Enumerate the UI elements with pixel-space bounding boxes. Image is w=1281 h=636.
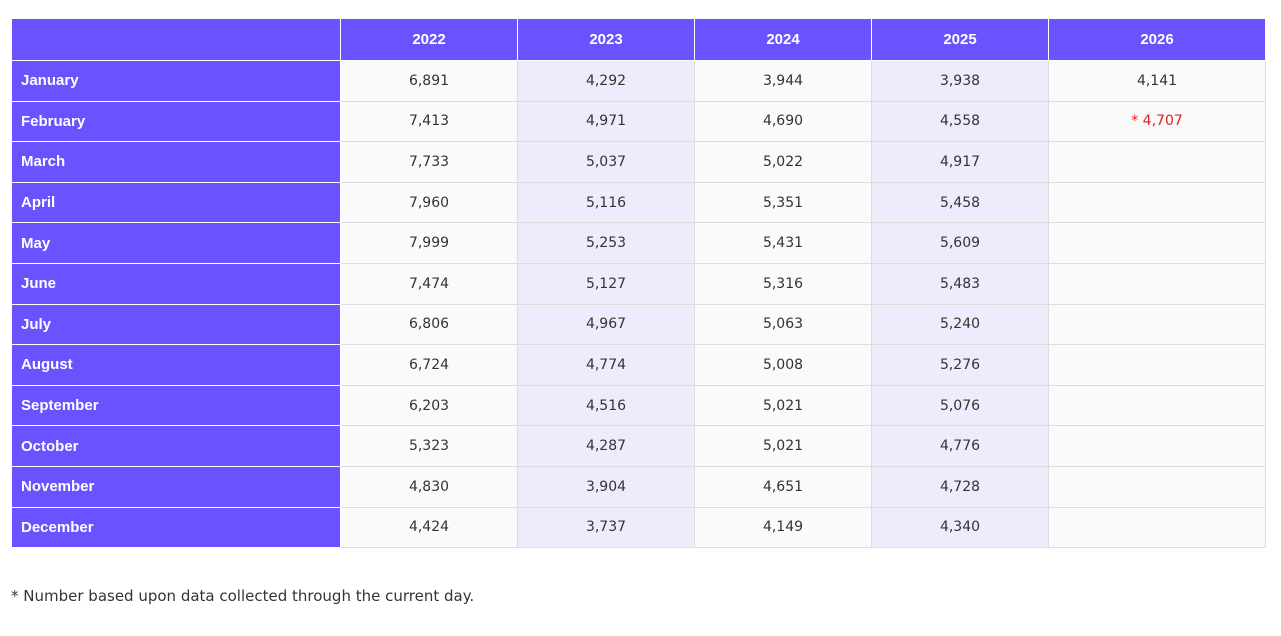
cell: 4,292: [517, 60, 695, 102]
table-row: May 7,999 5,253 5,431 5,609: [11, 222, 1266, 264]
row-label: December: [11, 506, 341, 549]
cell: 4,776: [871, 425, 1049, 467]
cell: [1048, 141, 1266, 183]
cell: 6,806: [340, 303, 518, 346]
cell: 6,203: [340, 384, 518, 427]
row-label: May: [11, 222, 341, 264]
cell: 5,076: [871, 384, 1049, 427]
data-table: 2022 2023 2024 2025 2026 January 6,891 4,292 3,…: [11, 18, 1266, 549]
cell: 4,558: [871, 100, 1049, 143]
cell: 5,021: [694, 384, 872, 427]
column-header: 2022: [340, 18, 518, 61]
table-row: November 4,830 3,904 4,651 4,728: [11, 465, 1266, 508]
cell: [1048, 506, 1266, 549]
cell: 4,690: [694, 100, 872, 143]
table-row: April 7,960 5,116 5,351 5,458: [11, 181, 1266, 224]
table-row: June 7,474 5,127 5,316 5,483: [11, 262, 1266, 305]
cell: [1048, 425, 1266, 467]
row-label: June: [11, 262, 341, 305]
cell: 5,037: [517, 141, 695, 183]
cell: 4,340: [871, 506, 1049, 549]
cell: 5,116: [517, 181, 695, 224]
table-row: October 5,323 4,287 5,021 4,776: [11, 425, 1266, 467]
cell: 5,022: [694, 141, 872, 183]
cell: 4,774: [517, 344, 695, 386]
cell: 3,904: [517, 465, 695, 508]
table-row: July 6,806 4,967 5,063 5,240: [11, 303, 1266, 346]
column-header: 2026: [1048, 18, 1266, 61]
cell: 5,609: [871, 222, 1049, 264]
cell: [1048, 344, 1266, 386]
cell: 5,253: [517, 222, 695, 264]
cell: 5,431: [694, 222, 872, 264]
table-row: December 4,424 3,737 4,149 4,340: [11, 506, 1266, 549]
header-row: 2022 2023 2024 2025 2026: [11, 18, 1266, 61]
cell: 3,938: [871, 60, 1049, 102]
cell: 5,063: [694, 303, 872, 346]
table-body: January 6,891 4,292 3,944 3,938 4,141 February…: [11, 60, 1266, 549]
cell: [1048, 181, 1266, 224]
cell: 6,891: [340, 60, 518, 102]
column-header: 2024: [694, 18, 872, 61]
row-label: April: [11, 181, 341, 224]
row-label: July: [11, 303, 341, 346]
cell: 5,458: [871, 181, 1049, 224]
cell: 5,351: [694, 181, 872, 224]
cell: 7,474: [340, 262, 518, 305]
cell: 6,724: [340, 344, 518, 386]
cell: 3,944: [694, 60, 872, 102]
column-header: 2025: [871, 18, 1049, 61]
row-label: January: [11, 60, 341, 102]
table-row: January 6,891 4,292 3,944 3,938 4,141: [11, 60, 1266, 102]
table-row: February 7,413 4,971 4,690 4,558 * 4,707: [11, 100, 1266, 143]
cell: 7,999: [340, 222, 518, 264]
cell: * 4,707: [1048, 100, 1266, 143]
cell: 4,971: [517, 100, 695, 143]
footnote: * Number based upon data collected throu…: [11, 587, 475, 605]
cell: 4,967: [517, 303, 695, 346]
cell: [1048, 465, 1266, 508]
cell: 4,287: [517, 425, 695, 467]
cell: 4,141: [1048, 60, 1266, 102]
table-row: August 6,724 4,774 5,008 5,276: [11, 344, 1266, 386]
cell: 7,960: [340, 181, 518, 224]
row-label: October: [11, 425, 341, 467]
cell: 4,516: [517, 384, 695, 427]
row-label: August: [11, 344, 341, 386]
cell: 5,240: [871, 303, 1049, 346]
cell: 5,483: [871, 262, 1049, 305]
cell: 5,316: [694, 262, 872, 305]
cell: [1048, 262, 1266, 305]
cell: 7,733: [340, 141, 518, 183]
row-label: September: [11, 384, 341, 427]
cell: [1048, 222, 1266, 264]
cell: 3,737: [517, 506, 695, 549]
cell: 5,276: [871, 344, 1049, 386]
table-row: March 7,733 5,037 5,022 4,917: [11, 141, 1266, 183]
cell: 4,830: [340, 465, 518, 508]
cell: 4,424: [340, 506, 518, 549]
cell: 4,149: [694, 506, 872, 549]
column-header: [11, 18, 341, 61]
table-row: September 6,203 4,516 5,021 5,076: [11, 384, 1266, 427]
cell: 4,917: [871, 141, 1049, 183]
cell: [1048, 384, 1266, 427]
cell: 5,021: [694, 425, 872, 467]
row-label: February: [11, 100, 341, 143]
cell: 5,127: [517, 262, 695, 305]
cell: 5,008: [694, 344, 872, 386]
column-header: 2023: [517, 18, 695, 61]
cell: [1048, 303, 1266, 346]
row-label: November: [11, 465, 341, 508]
cell: 4,728: [871, 465, 1049, 508]
row-label: March: [11, 141, 341, 183]
cell: 5,323: [340, 425, 518, 467]
cell: 7,413: [340, 100, 518, 143]
cell: 4,651: [694, 465, 872, 508]
